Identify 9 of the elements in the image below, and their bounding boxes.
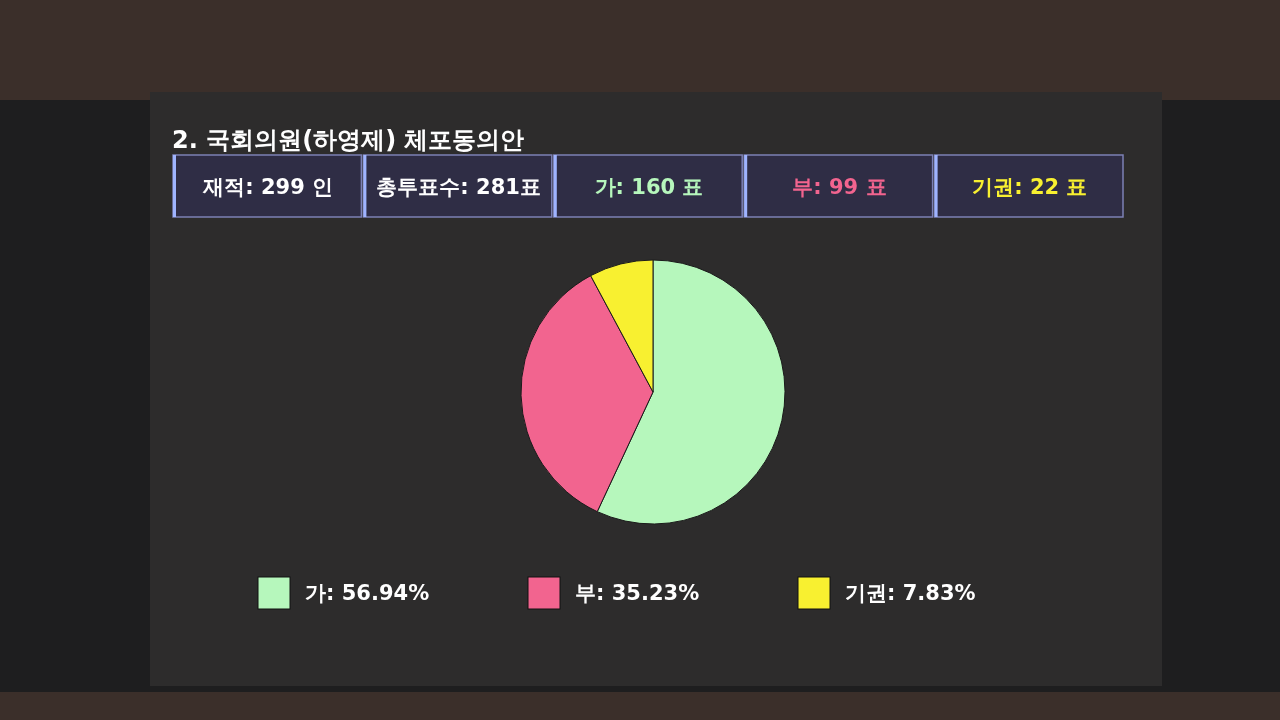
text: 총투표수: 281표 [376, 175, 541, 199]
legend-label: 가: 56.94% [305, 581, 430, 605]
text: 기권: 22 표 [972, 175, 1088, 199]
text: 부: 99 표 [792, 175, 887, 199]
text: 재적: 299 인 [202, 175, 334, 199]
text: 가: 160 표 [594, 175, 704, 199]
legend-label: 기권: 7.83% [845, 581, 976, 605]
chart-title: 2. 국회의원(하영제) 체포동의안 [172, 126, 525, 154]
legend-label: 부: 35.23% [575, 581, 700, 605]
